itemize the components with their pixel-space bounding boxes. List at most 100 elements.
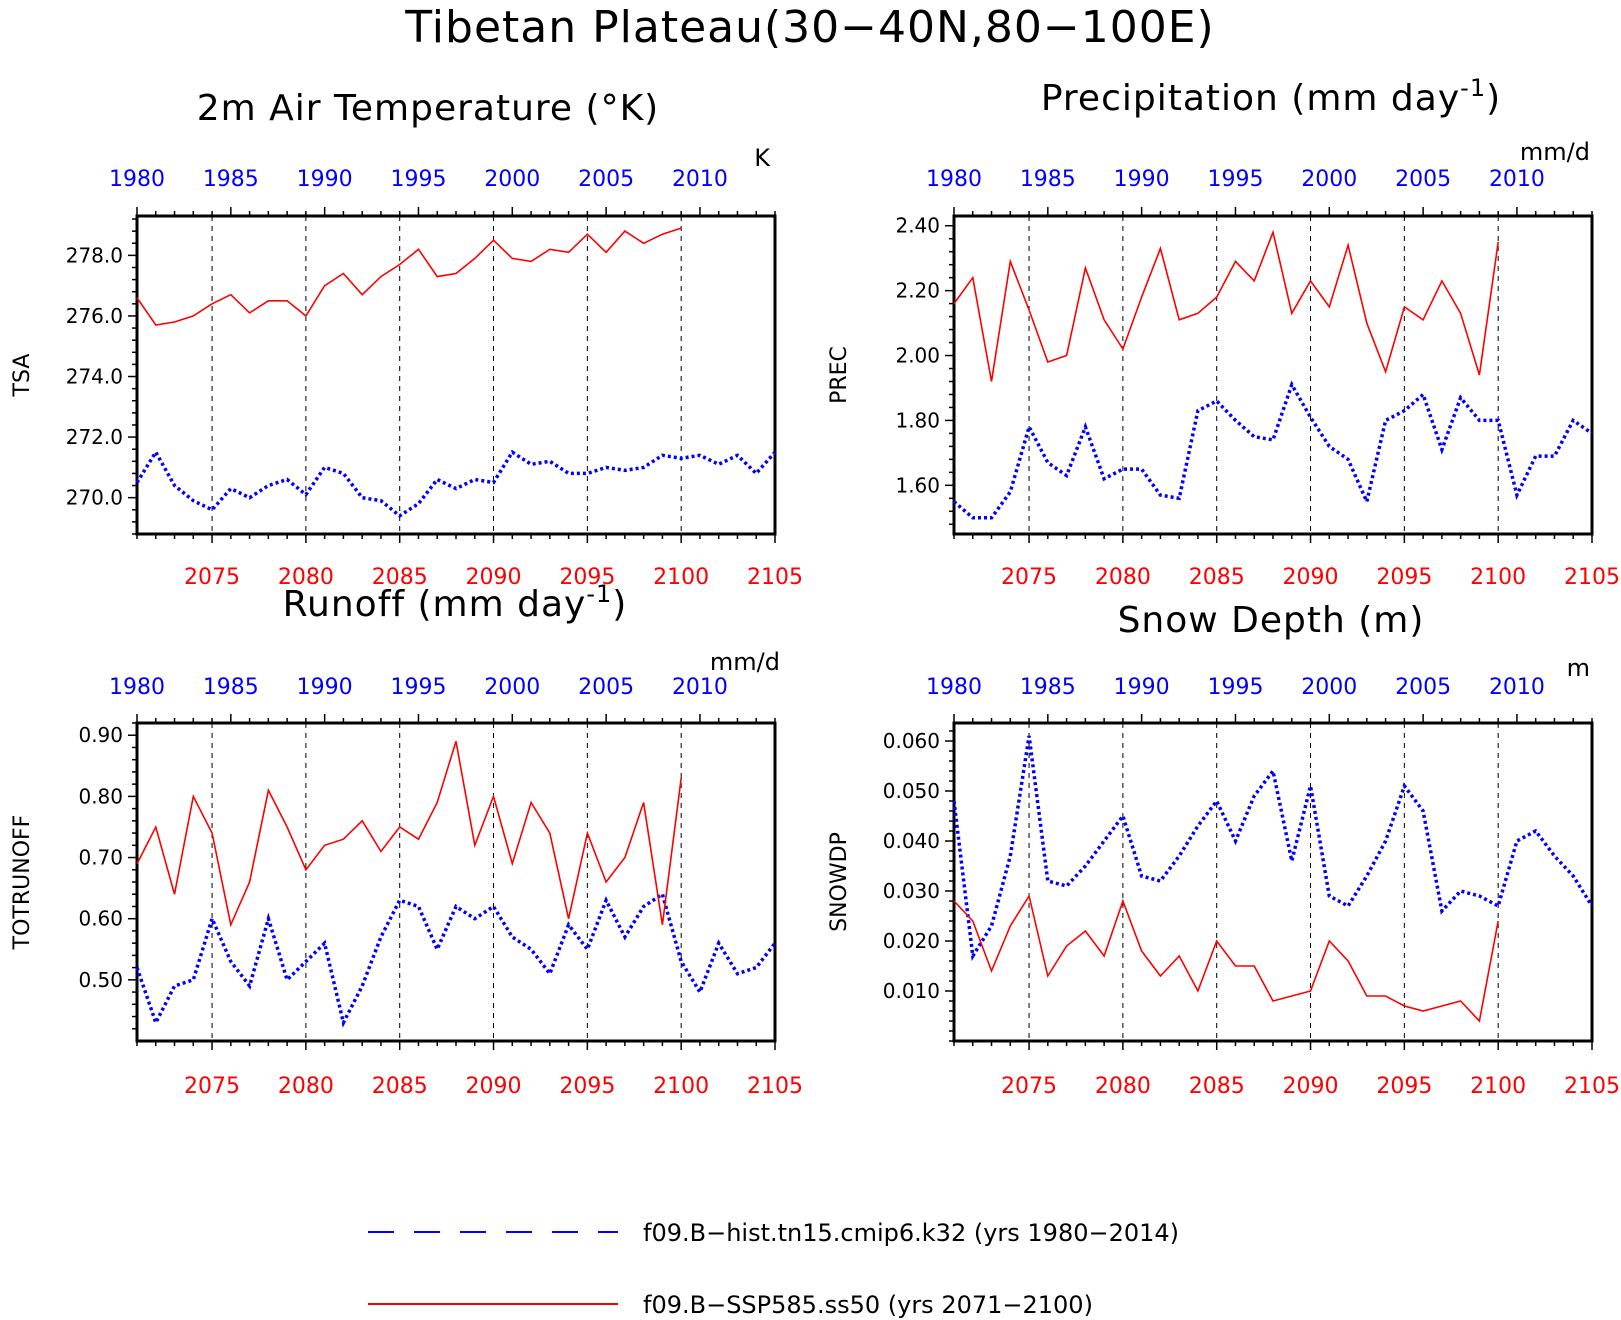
bottom-tick-label: 2100 <box>653 1074 709 1099</box>
y-tick-label: 274.0 <box>66 365 123 389</box>
bottom-tick-label: 2100 <box>1470 1074 1526 1099</box>
top-tick-label: 2010 <box>1489 167 1545 192</box>
bottom-tick-label: 2090 <box>1283 565 1339 590</box>
bottom-tick-label: 2075 <box>184 1074 240 1099</box>
y-tick-label: 0.60 <box>78 907 123 931</box>
y-axis-label: SNOWDP <box>827 832 852 932</box>
ssp-series-line <box>953 893 1499 1023</box>
ssp-series-line <box>953 229 1499 382</box>
y-tick-label: 2.40 <box>895 214 940 238</box>
bottom-tick-label: 2080 <box>278 565 334 590</box>
top-tick-label: 2000 <box>484 167 540 192</box>
top-tick-label: 2000 <box>1301 167 1357 192</box>
panel-3: Runoff (mm day-1) mm/d 2075 2080 2085 2090 209… <box>10 580 803 1099</box>
y-tick-label: 278.0 <box>66 243 123 267</box>
unit-label: m <box>1567 654 1590 682</box>
hist-series-line <box>952 735 1594 962</box>
y-tick-label: 0.040 <box>883 829 940 853</box>
top-tick-label: 1980 <box>109 167 165 192</box>
panel-title: Precipitation (mm day-1) <box>1041 74 1501 119</box>
bottom-tick-label: 2090 <box>466 1074 522 1099</box>
top-tick-label: 2000 <box>1301 675 1357 700</box>
bottom-tick-label: 2090 <box>466 565 522 590</box>
y-tick-label: 1.60 <box>895 473 940 497</box>
panel-1: 2m Air Temperature (°K) K 2075 2080 2085 2090… <box>10 88 803 590</box>
top-tick-label: 2005 <box>578 675 634 700</box>
top-tick-label: 1990 <box>297 675 353 700</box>
ssp-series-line <box>136 227 682 326</box>
panel-title: Snow Depth (m) <box>1118 600 1425 641</box>
bottom-tick-label: 2095 <box>1376 565 1432 590</box>
top-tick-label: 1985 <box>1020 167 1076 192</box>
y-axis-label: PREC <box>827 346 852 404</box>
bottom-tick-label: 2080 <box>278 1074 334 1099</box>
top-tick-label: 1980 <box>109 675 165 700</box>
bottom-tick-label: 2085 <box>1189 1074 1245 1099</box>
bottom-tick-label: 2105 <box>747 1074 803 1099</box>
top-tick-label: 2005 <box>1395 167 1451 192</box>
legend-ssp-label: f09.B−SSP585.ss50 (yrs 2071−2100) <box>643 1291 1093 1319</box>
y-tick-label: 270.0 <box>66 486 123 510</box>
bottom-tick-label: 2090 <box>1283 1074 1339 1099</box>
legend-hist-label: f09.B−hist.tn15.cmip6.k32 (yrs 1980−2014… <box>643 1219 1179 1247</box>
top-tick-label: 2005 <box>578 167 634 192</box>
unit-label: K <box>754 144 771 172</box>
y-tick-label: 0.020 <box>883 929 940 953</box>
panel-4: Snow Depth (m) m 2075 2080 2085 2090 2095 2100 2… <box>827 600 1620 1099</box>
y-tick-label: 1.80 <box>895 408 940 432</box>
bottom-tick-label: 2105 <box>747 565 803 590</box>
y-tick-label: 0.060 <box>883 729 940 753</box>
y-tick-label: 0.030 <box>883 879 940 903</box>
bottom-tick-label: 2075 <box>184 565 240 590</box>
hist-series-line <box>952 380 1593 520</box>
ssp-series-line <box>136 741 682 928</box>
figure-title: Tibetan Plateau(30−40N,80−100E) <box>404 2 1214 53</box>
panels-group: 2m Air Temperature (°K) K 2075 2080 2085 2090… <box>10 74 1620 1099</box>
hist-series-line <box>135 891 777 1028</box>
panel-2: Precipitation (mm day-1) mm/d 2075 2080 2085… <box>827 74 1620 590</box>
bottom-tick-label: 2080 <box>1095 565 1151 590</box>
top-tick-label: 1995 <box>390 675 446 700</box>
top-tick-label: 1995 <box>1207 167 1263 192</box>
panel-title: 2m Air Temperature (°K) <box>197 88 659 129</box>
top-tick-label: 1985 <box>203 167 259 192</box>
y-tick-label: 0.90 <box>78 723 123 747</box>
plot-frame <box>952 721 1594 1043</box>
panel-title: Runoff (mm day-1) <box>283 580 628 625</box>
top-tick-label: 2000 <box>484 675 540 700</box>
plot-frame <box>135 721 777 1043</box>
top-tick-label: 1995 <box>390 167 446 192</box>
y-tick-label: 276.0 <box>66 304 123 328</box>
y-tick-label: 2.20 <box>895 279 940 303</box>
bottom-tick-label: 2105 <box>1564 1074 1620 1099</box>
top-tick-label: 1985 <box>1020 675 1076 700</box>
top-tick-label: 1990 <box>297 167 353 192</box>
top-tick-label: 2010 <box>672 167 728 192</box>
unit-label: mm/d <box>1520 138 1590 166</box>
y-tick-label: 0.50 <box>78 968 123 992</box>
top-tick-label: 1980 <box>926 675 982 700</box>
y-tick-label: 0.050 <box>883 779 940 803</box>
y-tick-label: 0.010 <box>883 979 940 1003</box>
bottom-tick-label: 2095 <box>1376 1074 1432 1099</box>
top-tick-label: 2010 <box>672 675 728 700</box>
top-tick-label: 2010 <box>1489 675 1545 700</box>
bottom-tick-label: 2080 <box>1095 1074 1151 1099</box>
bottom-tick-label: 2075 <box>1001 565 1057 590</box>
top-tick-label: 1995 <box>1207 675 1263 700</box>
legend: f09.B−hist.tn15.cmip6.k32 (yrs 1980−2014… <box>368 1219 1179 1319</box>
top-tick-label: 1985 <box>203 675 259 700</box>
y-tick-label: 2.00 <box>895 344 940 368</box>
unit-label: mm/d <box>710 648 780 676</box>
top-tick-label: 2005 <box>1395 675 1451 700</box>
bottom-tick-label: 2095 <box>559 565 615 590</box>
bottom-tick-label: 2085 <box>372 565 428 590</box>
hist-series-line <box>135 448 777 518</box>
top-tick-label: 1980 <box>926 167 982 192</box>
bottom-tick-label: 2105 <box>1564 565 1620 590</box>
y-tick-label: 0.70 <box>78 846 123 870</box>
bottom-tick-label: 2095 <box>559 1074 615 1099</box>
bottom-tick-label: 2085 <box>372 1074 428 1099</box>
plot-frame <box>952 214 1594 536</box>
